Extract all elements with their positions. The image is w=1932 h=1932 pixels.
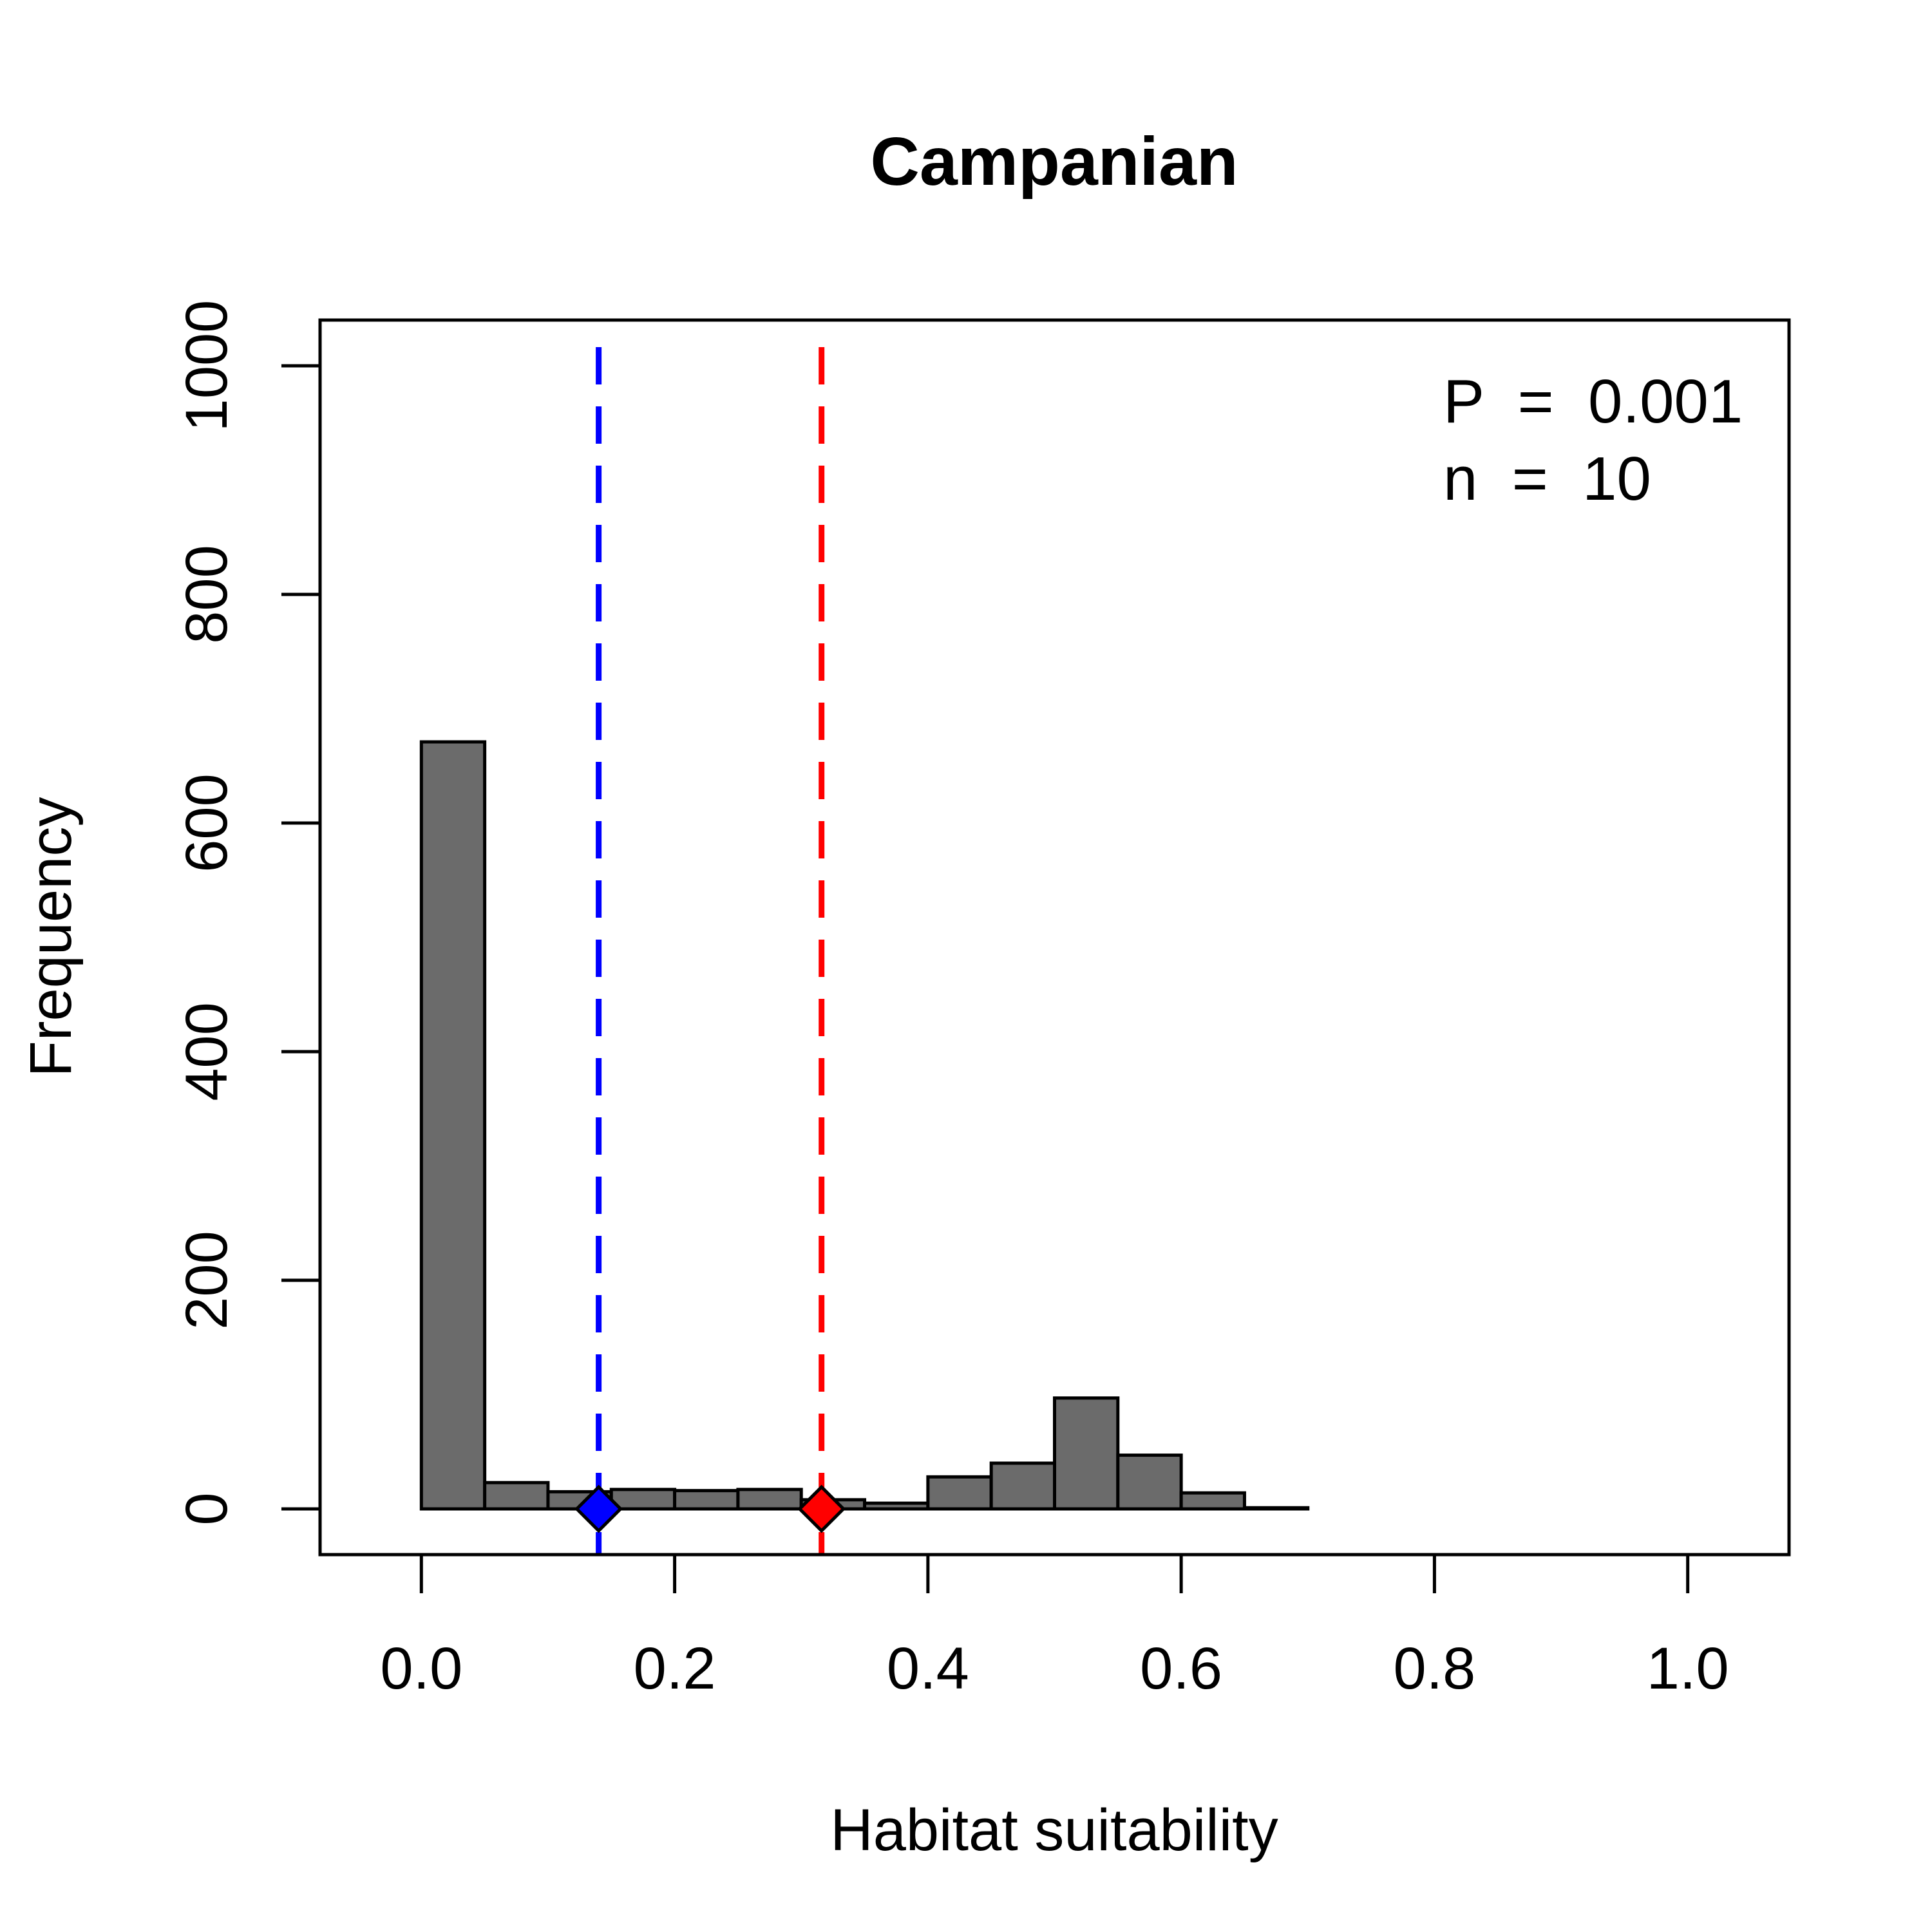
reference-lines (574, 347, 846, 1555)
histogram-bar-5 (736, 1488, 803, 1511)
histogram-bar-10 (1053, 1396, 1120, 1511)
sample-size-annotation: n = 10 (1443, 444, 1651, 513)
y-axis-label: Frequency (18, 797, 84, 1077)
reference-marker-1 (797, 1484, 846, 1533)
histogram-bar-9 (989, 1461, 1056, 1511)
y-axis: 0 200 400 600 800 1000 (174, 300, 322, 1526)
histogram-bar-1 (483, 1481, 550, 1511)
x-tick-label-3: 0.6 (1140, 1636, 1222, 1701)
reference-marker-0 (574, 1484, 623, 1533)
p-value-annotation: P = 0.001 (1443, 367, 1743, 436)
histogram-bar-3 (609, 1488, 677, 1511)
x-tick-label-4: 0.8 (1393, 1636, 1475, 1701)
x-tick-label-5: 1.0 (1647, 1636, 1729, 1701)
x-tick-label-0: 0.0 (380, 1636, 462, 1701)
histogram-bar-7 (863, 1501, 930, 1511)
x-axis-label: Habitat suitability (830, 1797, 1278, 1863)
y-tick-label-3: 600 (174, 773, 240, 873)
y-tick-label-2: 400 (174, 1002, 240, 1101)
histogram-bar-13 (1242, 1506, 1310, 1511)
histogram-bar-8 (926, 1475, 993, 1511)
y-tick-label-1: 200 (174, 1231, 240, 1330)
y-tick-label-4: 800 (174, 545, 240, 644)
histogram-bar-0 (419, 740, 487, 1511)
y-tick-label-0: 0 (174, 1492, 240, 1525)
x-axis: 0.0 0.2 0.4 0.6 0.8 1.0 (380, 1553, 1729, 1701)
histogram-bar-12 (1179, 1491, 1246, 1511)
chart-title: Campanian (870, 124, 1238, 200)
y-tick-label-5: 1000 (174, 300, 240, 432)
x-tick-label-2: 0.4 (887, 1636, 969, 1701)
histogram-bar-11 (1116, 1454, 1183, 1511)
x-tick-label-1: 0.2 (634, 1636, 716, 1701)
histogram-bar-4 (673, 1489, 740, 1511)
histogram-bars (419, 740, 1310, 1511)
